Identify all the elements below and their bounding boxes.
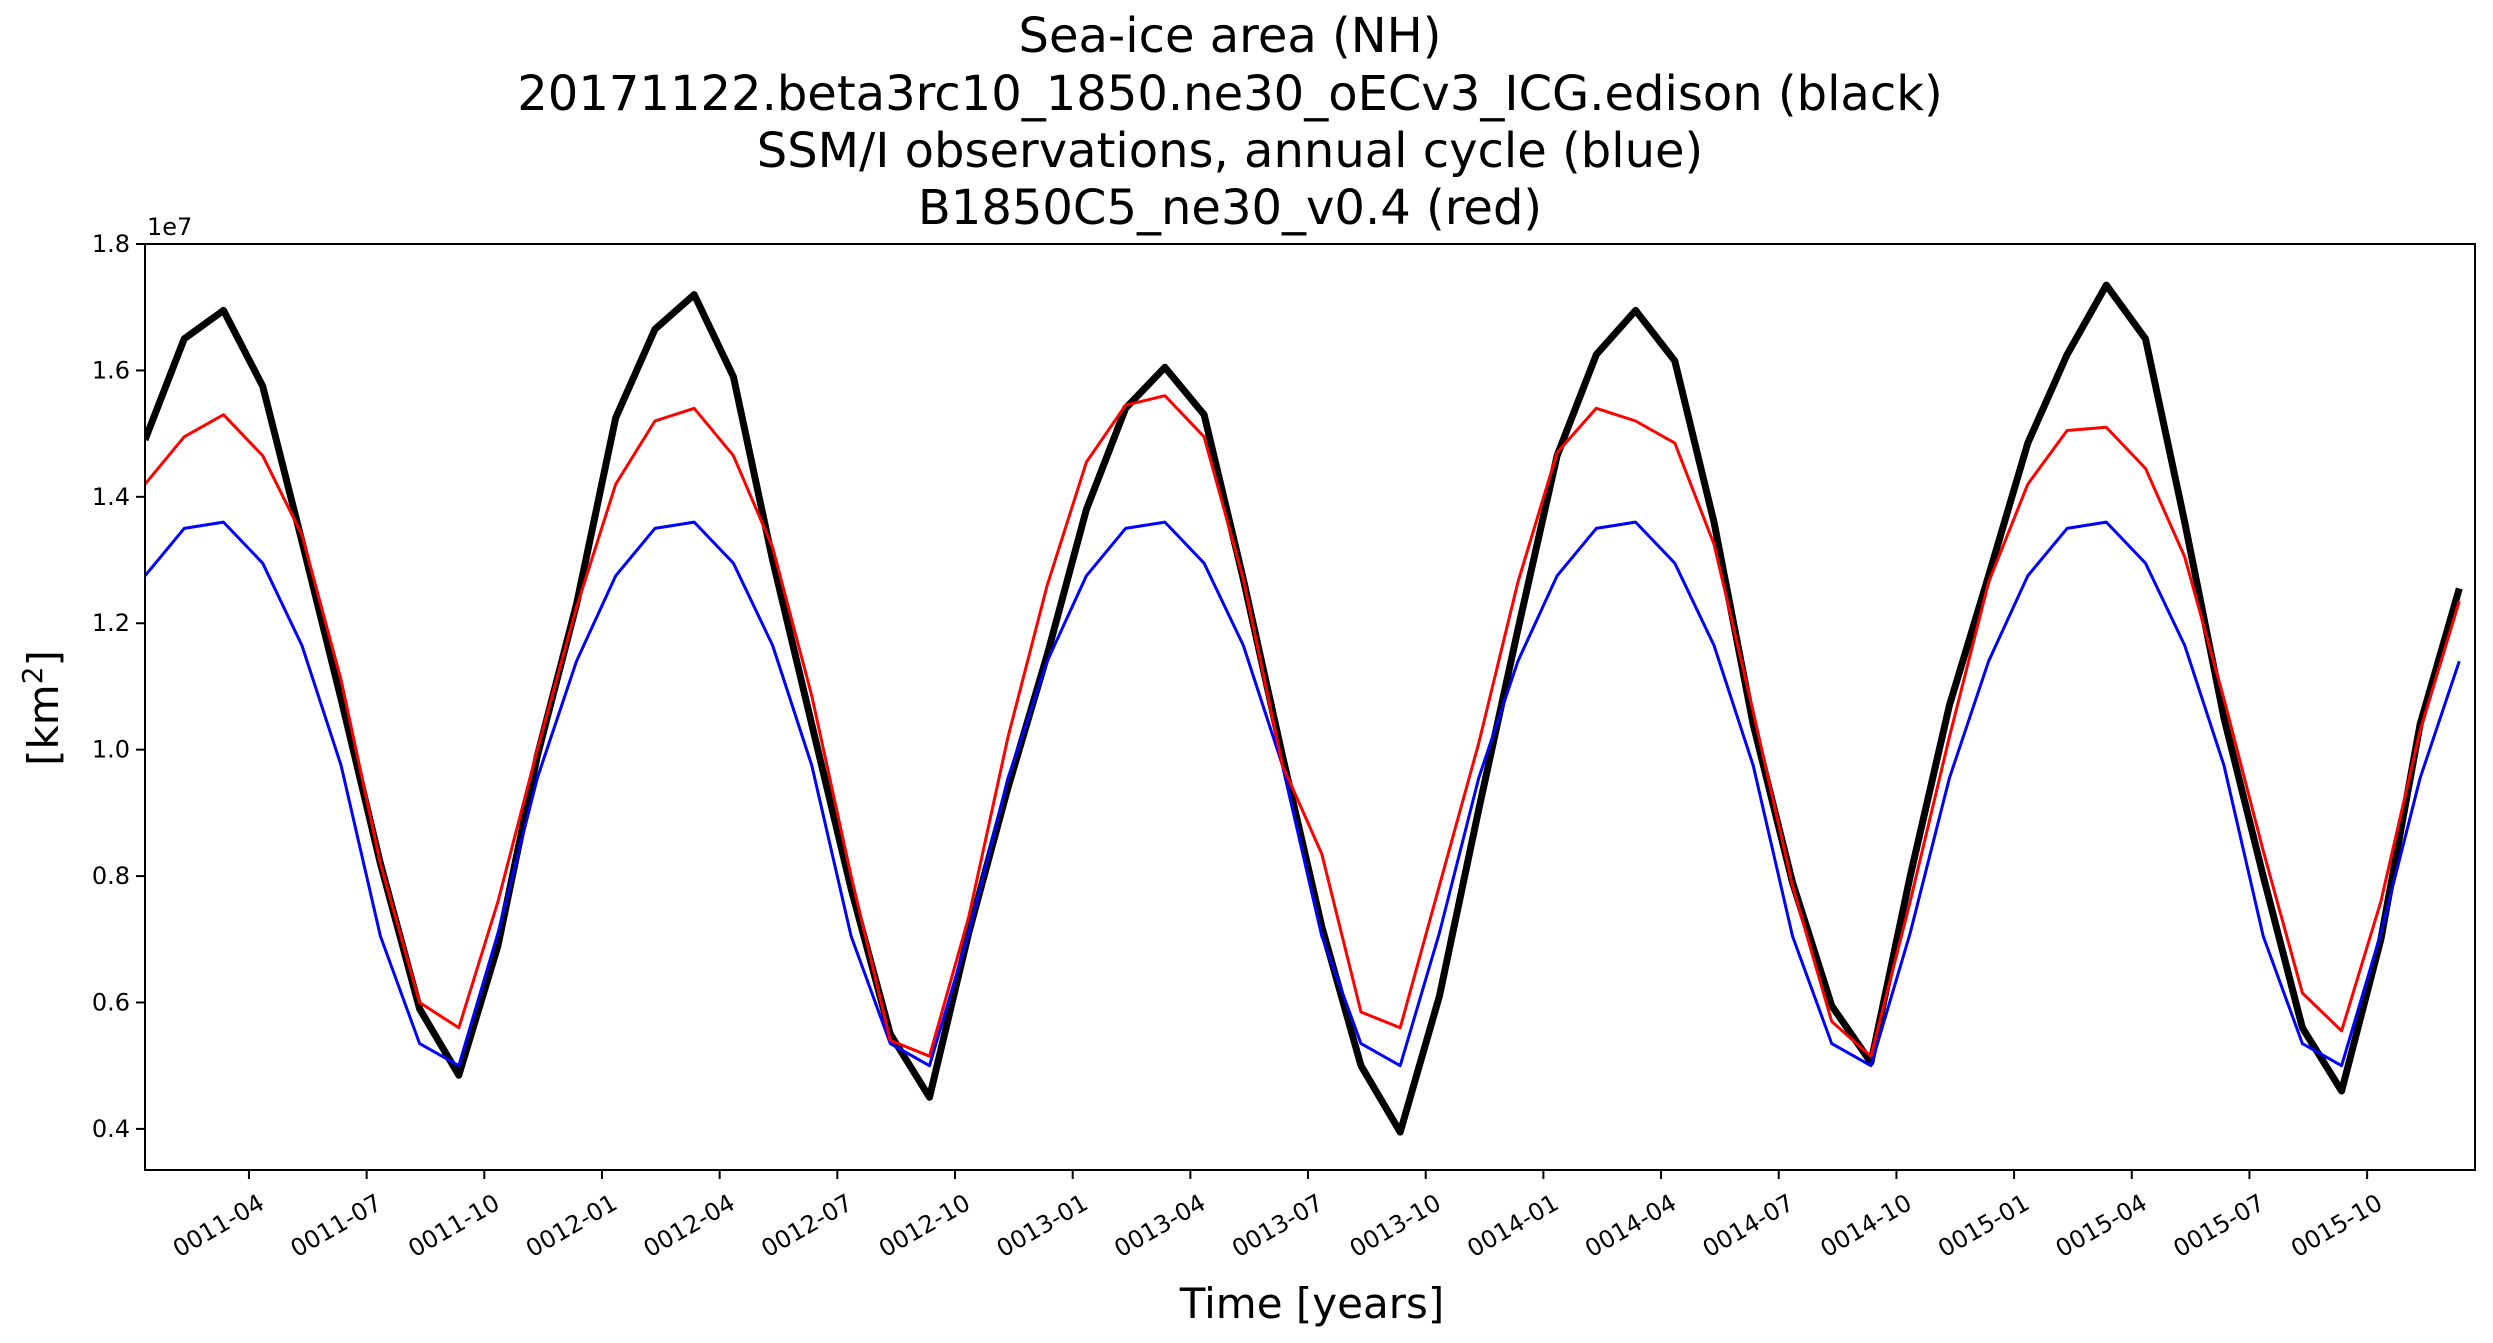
x-tick-label: 0015-07 (2169, 1189, 2270, 1263)
chart-title-line-2: 20171122.beta3rc10_1850.ne30_oECv3_ICG.e… (517, 66, 1942, 122)
x-tick-label: 0014-01 (1463, 1189, 1564, 1263)
plot-area (145, 281, 2463, 1136)
y-offset-label: 1e7 (147, 213, 192, 241)
chart-title-line-1: Sea-ice area (NH) (1019, 8, 1442, 64)
x-tick-label: 0012-07 (756, 1189, 857, 1263)
series-line-2 (145, 394, 2461, 1058)
series-line-0 (145, 281, 2463, 1136)
x-tick-label: 0012-04 (639, 1189, 740, 1263)
x-tick-label: 0015-01 (1933, 1189, 2034, 1263)
x-tick-label: 0011-07 (286, 1189, 387, 1263)
x-tick-label: 0011-04 (168, 1189, 269, 1263)
plot-frame (144, 243, 2476, 1171)
x-tick-label: 0012-01 (521, 1189, 622, 1263)
y-tick-label: 1.4 (92, 483, 130, 511)
x-tick-label: 0011-10 (403, 1189, 504, 1263)
chart-title-line-4: B1850C5_ne30_v0.4 (red) (918, 180, 1542, 236)
x-tick-label: 0013-01 (992, 1189, 1093, 1263)
y-tick-label: 0.6 (92, 988, 130, 1016)
chart-title-line-3: SSM/I observations, annual cycle (blue) (757, 123, 1704, 179)
y-axis-label-superscript: 2 (16, 666, 49, 684)
y-tick-label: 1.0 (92, 736, 130, 764)
y-tick-label: 1.2 (92, 609, 130, 637)
y-axis-label: [km2] (16, 650, 68, 766)
x-tick-label: 0013-04 (1110, 1189, 1211, 1263)
x-tick-label: 0013-10 (1345, 1189, 1446, 1263)
x-tick-label: 0015-10 (2286, 1189, 2387, 1263)
y-tick-label: 0.4 (92, 1115, 130, 1143)
series-group (145, 281, 2463, 1136)
x-tick-label: 0012-10 (874, 1189, 975, 1263)
x-tick-label: 0014-07 (1698, 1189, 1799, 1263)
y-tick-label: 1.6 (92, 356, 130, 384)
x-tick-label: 0013-07 (1227, 1189, 1328, 1263)
y-axis-label-close: ] (19, 650, 68, 666)
x-axis-label: Time [years] (1179, 1279, 1445, 1328)
y-tick-label: 1.8 (92, 230, 130, 258)
y-tick-label: 0.8 (92, 862, 130, 890)
y-axis-ticks: 0.4 0.6 0.8 1.0 1.2 1.4 1.6 1.8 (92, 230, 145, 1143)
x-tick-label: 0014-10 (1816, 1189, 1917, 1263)
x-tick-label: 0015-04 (2051, 1189, 2152, 1263)
y-axis-label-text: [km (19, 684, 68, 766)
x-axis-ticks: 0011-04 0011-07 0011-10 0012-01 0012-04 0012-… (168, 1170, 2387, 1263)
series-line-1 (145, 520, 2461, 1068)
x-tick-label: 0014-04 (1580, 1189, 1681, 1263)
